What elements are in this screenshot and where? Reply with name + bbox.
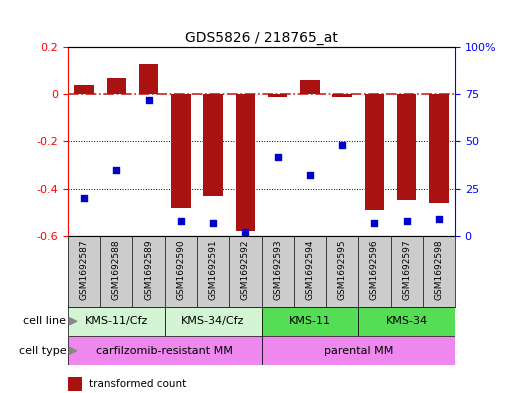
Point [177,218,185,224]
Text: parental MM: parental MM [324,346,393,356]
Point [80,195,88,201]
Bar [107,78,126,94]
Point [370,219,379,226]
Bar [333,94,352,97]
Bar [262,307,358,336]
Bar [139,64,158,94]
Bar [74,85,94,94]
Bar [165,307,262,336]
Point [274,153,282,160]
Bar [203,94,223,196]
Text: GSM1692596: GSM1692596 [370,239,379,300]
Text: GSM1692595: GSM1692595 [338,239,347,300]
Bar [262,336,455,365]
Text: GSM1692594: GSM1692594 [305,239,314,300]
Point [144,97,153,103]
Text: KMS-34/Cfz: KMS-34/Cfz [181,316,245,326]
Text: KMS-11: KMS-11 [289,316,331,326]
Bar [429,94,449,203]
Text: cell type: cell type [19,346,66,356]
Text: cell line: cell line [24,316,66,326]
Text: transformed count: transformed count [89,379,187,389]
Text: GSM1692587: GSM1692587 [79,239,88,300]
Bar [68,307,165,336]
Bar [236,94,255,231]
Text: GSM1692591: GSM1692591 [209,239,218,300]
Point [241,229,249,235]
Bar [171,94,190,208]
Text: GSM1692597: GSM1692597 [402,239,411,300]
Bar [268,94,287,97]
Text: KMS-11/Cfz: KMS-11/Cfz [85,316,148,326]
Point [112,167,120,173]
Bar [397,94,416,200]
Text: GSM1692593: GSM1692593 [273,239,282,300]
Title: GDS5826 / 218765_at: GDS5826 / 218765_at [185,31,338,45]
Text: GSM1692592: GSM1692592 [241,239,250,300]
Bar [68,336,262,365]
Point [209,219,218,226]
Bar [68,377,82,391]
Point [305,172,314,178]
Bar [358,307,455,336]
Text: GSM1692598: GSM1692598 [435,239,444,300]
Bar [300,80,320,94]
Text: KMS-34: KMS-34 [385,316,428,326]
Bar [365,94,384,210]
Point [403,218,411,224]
Point [338,142,346,149]
Text: GSM1692589: GSM1692589 [144,239,153,300]
Text: carfilzomib-resistant MM: carfilzomib-resistant MM [96,346,233,356]
Point [435,216,443,222]
Text: GSM1692590: GSM1692590 [176,239,185,300]
Text: GSM1692588: GSM1692588 [112,239,121,300]
